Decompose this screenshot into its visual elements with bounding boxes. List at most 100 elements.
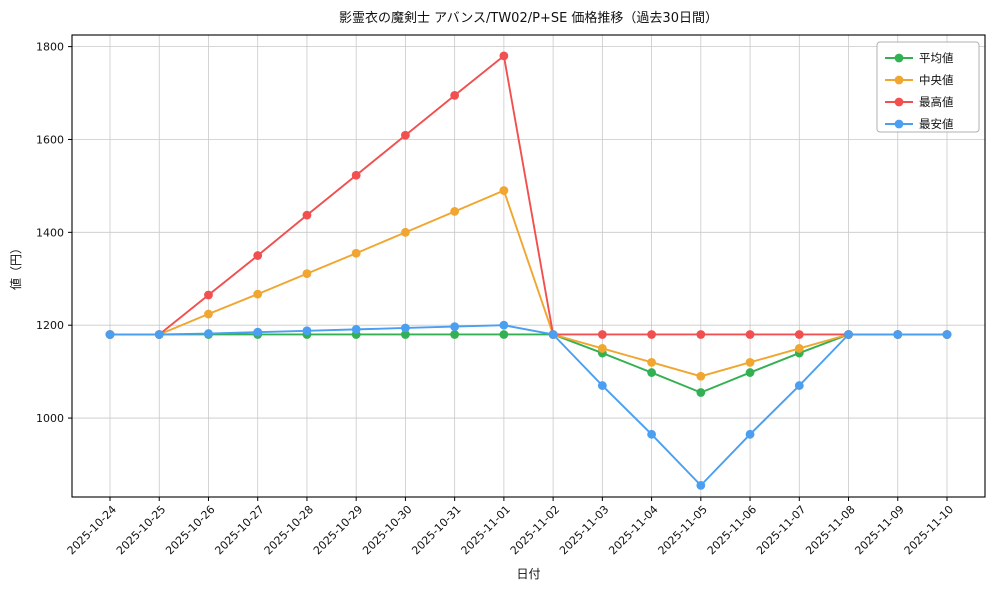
x-tick-label: 2025-10-29	[311, 503, 365, 557]
data-point-min	[499, 320, 509, 330]
data-point-max	[745, 330, 755, 339]
legend-entry-max: 最高値	[885, 95, 954, 109]
data-point-median	[597, 344, 607, 353]
data-point-mean	[647, 368, 656, 377]
data-point-min	[647, 429, 656, 439]
data-point-min	[942, 330, 952, 339]
data-point-mean	[499, 330, 509, 339]
legend-marker-median	[894, 75, 904, 85]
data-point-median	[745, 357, 755, 367]
x-tick-label: 2025-11-01	[459, 503, 513, 557]
data-point-median	[450, 207, 460, 216]
series-median	[105, 186, 952, 381]
y-tick-label: 1600	[36, 133, 64, 146]
x-tick-label: 2025-11-06	[705, 503, 759, 557]
legend-box	[876, 41, 980, 133]
x-tick-label: 2025-11-08	[803, 503, 857, 557]
data-point-min	[794, 381, 804, 390]
legend-label-mean: 平均値	[919, 51, 954, 65]
data-point-min	[450, 322, 460, 331]
data-point-median	[647, 357, 656, 367]
legend-marker-min	[894, 119, 904, 129]
data-point-median	[696, 371, 706, 381]
data-point-max	[204, 290, 213, 300]
y-tick-label: 1000	[36, 412, 64, 425]
data-point-mean	[745, 368, 755, 377]
data-point-min	[597, 381, 607, 390]
legend-label-min: 最安値	[919, 117, 954, 131]
y-axis: 1000 1200 1400 1600 1800	[36, 41, 72, 425]
series-line-median	[110, 189, 947, 378]
data-point-min	[401, 323, 410, 333]
legend-label-max: 最高値	[919, 95, 954, 109]
data-point-max	[499, 51, 509, 61]
x-tick-label: 2025-11-04	[606, 503, 660, 557]
plot-border	[71, 34, 986, 498]
data-point-max	[351, 170, 361, 180]
x-tick-label: 2025-11-02	[508, 503, 562, 557]
series-max	[105, 51, 952, 339]
legend-marker-mean	[894, 53, 904, 63]
x-axis-label: 日付	[516, 567, 540, 581]
data-point-min	[105, 330, 115, 339]
data-point-min	[745, 429, 755, 439]
series-line-min	[110, 324, 947, 487]
data-point-median	[302, 269, 312, 279]
legend-entry-mean: 平均値	[885, 51, 954, 65]
data-point-median	[253, 289, 263, 299]
legend-entry-median: 中央値	[885, 73, 954, 87]
y-axis-label: 値（円）	[8, 242, 23, 290]
x-tick-label: 2025-10-24	[65, 503, 119, 557]
data-point-min	[302, 326, 312, 336]
series-min	[105, 320, 952, 490]
x-tick-label: 2025-11-07	[754, 503, 808, 557]
x-tick-label: 2025-11-03	[557, 503, 611, 557]
data-point-min	[154, 330, 164, 339]
data-point-median	[794, 344, 804, 353]
gridlines	[72, 35, 985, 497]
legend-entry-min: 最安値	[885, 117, 954, 131]
data-point-min	[844, 330, 853, 339]
series-mean	[105, 330, 952, 397]
data-point-min	[351, 324, 361, 334]
series-line-max	[110, 54, 947, 336]
data-point-median	[401, 227, 410, 237]
y-tick-label: 1800	[36, 41, 64, 54]
x-tick-label: 2025-10-30	[360, 503, 414, 557]
data-point-mean	[401, 330, 410, 339]
data-point-max	[302, 210, 312, 220]
data-point-max	[647, 330, 656, 339]
x-tick-label: 2025-11-05	[656, 503, 710, 557]
data-point-mean	[696, 388, 706, 397]
data-point-min	[548, 330, 558, 339]
data-point-median	[499, 186, 509, 195]
data-point-max	[401, 130, 410, 140]
x-tick-label: 2025-10-28	[262, 503, 316, 557]
chart-title: 影霊衣の魔剣士 アバンス/TW02/P+SE 価格推移（過去30日間）	[339, 10, 718, 26]
y-tick-label: 1400	[36, 226, 64, 239]
data-point-max	[253, 251, 263, 260]
data-point-min	[696, 480, 706, 490]
x-axis: 2025-10-242025-10-252025-10-262025-10-27…	[65, 497, 956, 557]
series-line-mean	[110, 333, 947, 394]
data-point-median	[351, 248, 361, 258]
data-point-max	[597, 330, 607, 339]
x-tick-label: 2025-11-09	[852, 503, 906, 557]
legend-label-median: 中央値	[919, 73, 954, 87]
data-point-median	[204, 309, 213, 319]
x-tick-label: 2025-11-10	[902, 503, 956, 557]
legend-marker-max	[894, 97, 904, 107]
x-tick-label: 2025-10-31	[409, 503, 463, 557]
data-point-max	[696, 330, 706, 339]
data-point-min	[204, 329, 213, 338]
data-point-min	[893, 330, 903, 339]
data-point-min	[253, 327, 263, 337]
x-tick-label: 2025-10-27	[212, 503, 266, 557]
y-tick-label: 1200	[36, 319, 64, 332]
x-tick-label: 2025-10-26	[163, 503, 217, 557]
data-point-max	[794, 330, 804, 339]
data-point-mean	[450, 330, 460, 339]
